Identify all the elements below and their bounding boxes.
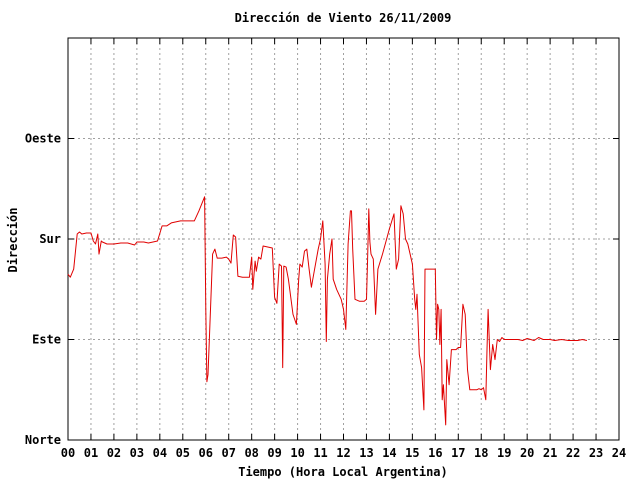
- axis-ticks: [67, 38, 620, 441]
- y-tick-labels: Norte Este Sur Oeste: [25, 132, 61, 448]
- y-tick-label: Este: [32, 333, 61, 347]
- x-tick-label: 22: [566, 446, 580, 460]
- y-tick-label: Sur: [39, 232, 61, 246]
- series-layer: [67, 196, 588, 426]
- x-tick-label: 16: [428, 446, 442, 460]
- x-tick-label: 02: [107, 446, 121, 460]
- x-tick-label: 08: [244, 446, 258, 460]
- x-tick-label: 24: [612, 446, 626, 460]
- x-tick-labels: 00 01 02 03 04 05 06 07 08 09 10 11 12 13 14 15 16 17 18 19…: [61, 446, 626, 460]
- x-tick-label: 00: [61, 446, 75, 460]
- x-tick-label: 04: [153, 446, 167, 460]
- wind-direction-series-line: [67, 196, 588, 426]
- y-tick-label: Norte: [25, 433, 61, 447]
- x-tick-label: 09: [267, 446, 281, 460]
- chart-title: Dirección de Viento 26/11/2009: [235, 11, 452, 25]
- x-tick-label: 14: [382, 446, 396, 460]
- x-tick-label: 07: [221, 446, 235, 460]
- x-tick-label: 17: [451, 446, 465, 460]
- x-tick-label: 10: [290, 446, 304, 460]
- x-axis-label: Tiempo (Hora Local Argentina): [238, 465, 448, 479]
- x-tick-label: 12: [336, 446, 350, 460]
- x-tick-label: 23: [589, 446, 603, 460]
- x-tick-label: 06: [199, 446, 213, 460]
- y-tick-label: Oeste: [25, 132, 61, 146]
- x-tick-label: 19: [497, 446, 511, 460]
- x-tick-label: 03: [130, 446, 144, 460]
- x-tick-label: 01: [84, 446, 98, 460]
- x-tick-label: 11: [313, 446, 327, 460]
- x-tick-label: 18: [474, 446, 488, 460]
- x-tick-label: 13: [359, 446, 373, 460]
- x-tick-label: 05: [176, 446, 190, 460]
- x-tick-label: 21: [543, 446, 557, 460]
- x-tick-label: 15: [405, 446, 419, 460]
- x-tick-label: 20: [520, 446, 534, 460]
- y-axis-label: Dirección: [6, 207, 20, 272]
